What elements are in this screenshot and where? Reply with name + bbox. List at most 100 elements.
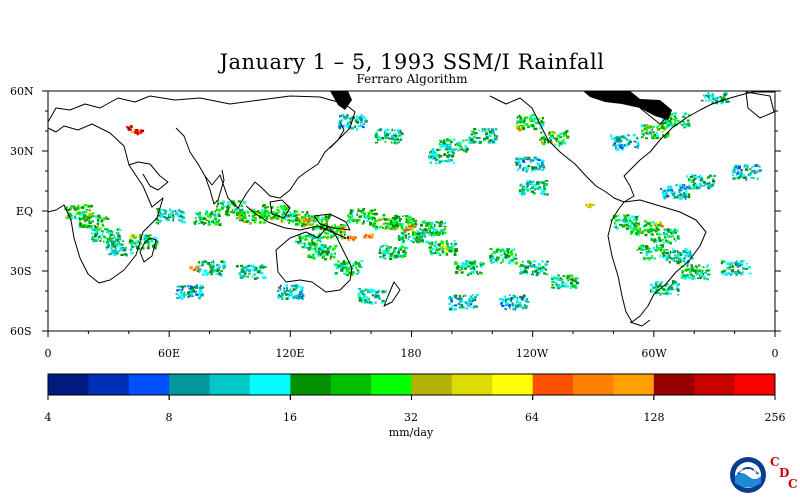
rain-pixel [720, 97, 724, 100]
rain-pixel [280, 219, 284, 223]
rain-pixel [665, 125, 668, 128]
rain-pixel [707, 273, 711, 276]
rain-pixel [665, 256, 669, 259]
rain-pixel [364, 119, 368, 123]
rain-pixel [666, 122, 670, 125]
rain-pixel [337, 265, 341, 268]
rain-pixel [364, 234, 367, 237]
rain-pixel [693, 182, 697, 185]
rain-pixel [462, 139, 465, 142]
rain-pixel [114, 236, 118, 240]
rain-pixel [367, 301, 370, 304]
rain-pixel [529, 183, 533, 186]
rain-pixel [131, 244, 134, 247]
rain-pixel [738, 165, 741, 169]
colorbar-tick-label: 256 [765, 411, 786, 424]
rain-pixel [451, 305, 455, 307]
rain-pixel [679, 254, 683, 257]
rain-pixel [336, 226, 339, 229]
rain-pixel [301, 245, 305, 249]
rain-pixel [640, 132, 644, 135]
rain-pixel [468, 138, 471, 142]
rain-pixel [159, 211, 162, 215]
rain-pixel [501, 259, 505, 263]
rain-pixel [666, 120, 670, 124]
rain-pixel [667, 119, 670, 122]
rain-pixel [138, 245, 141, 247]
rain-pixel [685, 122, 688, 126]
rain-pixel [507, 261, 511, 265]
rain-pixel [104, 217, 108, 220]
rain-pixel [237, 200, 241, 203]
rain-pixel [531, 114, 535, 117]
rain-pixel [357, 262, 360, 265]
rain-pixel [447, 154, 451, 157]
rain-pixel [470, 133, 474, 136]
colorbar-swatch [492, 374, 534, 395]
rain-pixel [440, 220, 443, 224]
rain-pixel [389, 227, 393, 231]
rain-pixel [465, 148, 467, 151]
rain-pixel [504, 307, 507, 311]
rain-pixel [491, 257, 495, 260]
chart-subtitle: Ferraro Algorithm [356, 72, 468, 86]
rain-pixel [662, 254, 666, 256]
rain-pixel [98, 236, 101, 238]
rain-pixel [547, 133, 551, 136]
rain-pixel [649, 247, 651, 250]
rain-pixel [438, 233, 442, 236]
rain-pixel [526, 300, 530, 303]
rain-pixel [379, 218, 383, 221]
rain-pixel [715, 100, 718, 103]
rain-pixel [610, 219, 613, 222]
rain-pixel [103, 235, 106, 238]
rain-pixel [449, 148, 452, 151]
rain-pixel [130, 242, 133, 246]
rain-pixel [103, 218, 106, 221]
rain-pixel [365, 234, 368, 237]
rain-pixel [276, 208, 280, 211]
coastlines [47, 91, 775, 327]
rain-pixel [672, 230, 675, 234]
rain-pixel [435, 246, 438, 250]
rain-pixel [721, 260, 725, 263]
rain-pixel [199, 217, 203, 221]
rain-pixel [526, 272, 529, 275]
rain-pixel [665, 289, 668, 293]
rain-pixel [390, 220, 393, 222]
rain-pixel [487, 141, 491, 144]
rain-pixel [661, 224, 664, 228]
rain-pixel [360, 266, 363, 268]
rain-pixel [486, 136, 489, 140]
rain-pixel [624, 223, 626, 227]
colorbar-swatch [734, 374, 776, 395]
rain-pixel [360, 297, 364, 300]
rain-pixel [507, 255, 511, 258]
rain-pixel [361, 222, 364, 225]
rain-pixel [682, 120, 685, 123]
rain-pixel [633, 227, 636, 231]
rain-pixel [441, 241, 444, 245]
rain-pixel [114, 253, 117, 257]
rain-pixel [312, 253, 315, 256]
rain-pixel [473, 128, 477, 131]
rain-pixel [307, 220, 311, 223]
rain-pixel [431, 231, 434, 235]
rain-pixel [525, 123, 529, 126]
rain-pixel [649, 228, 653, 230]
rain-pixel [317, 254, 321, 257]
rain-pixel [326, 235, 330, 239]
rain-pixel [451, 246, 453, 249]
rain-pixel [367, 298, 370, 302]
rain-pixel [299, 239, 302, 242]
rain-pixel [565, 282, 568, 285]
rain-pixel [432, 157, 436, 159]
rain-pixel [460, 271, 464, 274]
rain-pixel [555, 137, 559, 140]
rain-pixel [673, 228, 677, 231]
rain-pixel [470, 138, 474, 142]
rain-pixel [304, 236, 308, 240]
rain-pixel [636, 249, 639, 251]
rain-pixel [333, 263, 337, 266]
rain-pixel [566, 137, 570, 139]
